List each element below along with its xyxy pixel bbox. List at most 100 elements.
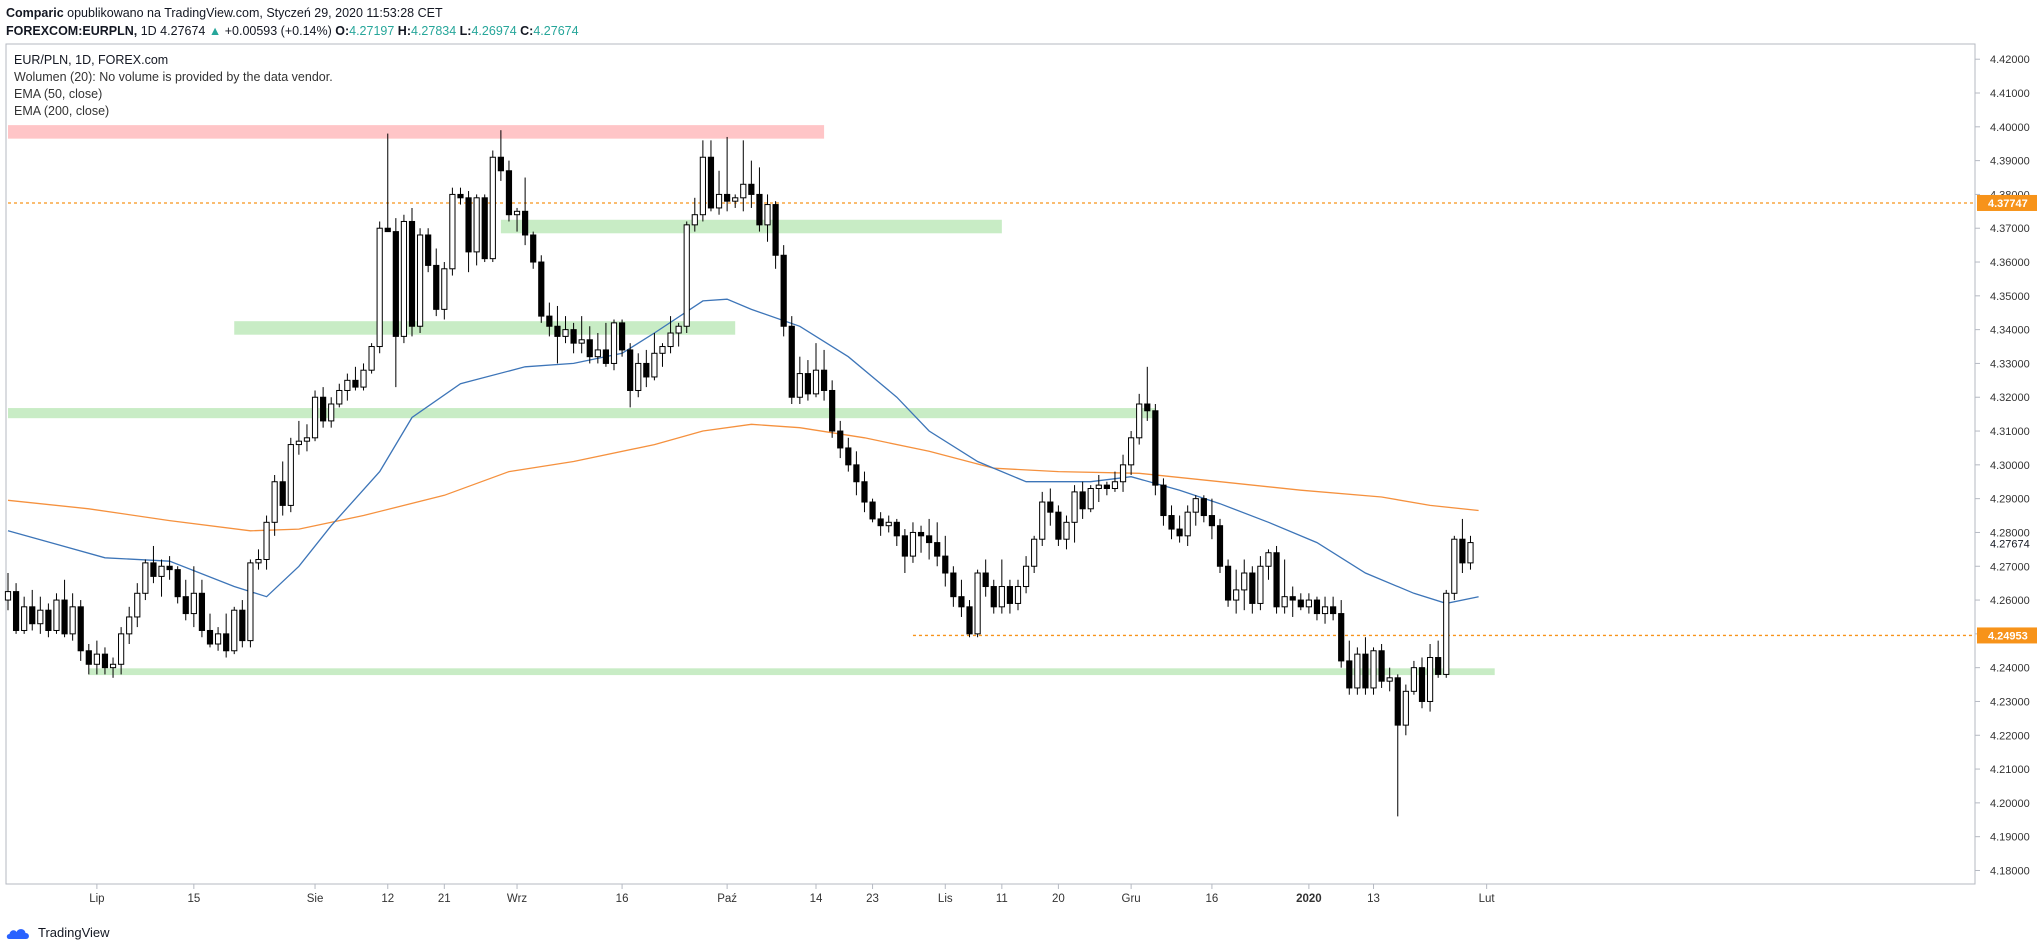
candle-down[interactable] [1459, 538, 1466, 564]
candle-down[interactable] [1289, 596, 1296, 601]
candle-up[interactable] [764, 204, 771, 226]
candle-up[interactable] [1128, 437, 1135, 466]
candle-up[interactable] [109, 663, 117, 669]
candle-up[interactable] [360, 369, 367, 388]
candle-up[interactable] [1241, 572, 1248, 591]
candle-down[interactable] [570, 329, 577, 344]
candle-down[interactable] [926, 535, 933, 544]
candle-up[interactable] [37, 609, 44, 625]
candle-up[interactable] [651, 352, 658, 378]
candle-down[interactable] [320, 396, 327, 422]
candle-up[interactable] [1111, 481, 1119, 490]
candle-down[interactable] [893, 521, 900, 537]
candle-down[interactable] [77, 606, 84, 652]
price-axis[interactable]: 4.18000 4.19000 4.20000 4.21000 4.22000 4.230… [1975, 54, 2037, 877]
candle-down[interactable] [1047, 501, 1054, 513]
legend-instrument[interactable]: EUR/PLN, 1D, FOREX.com [14, 53, 169, 67]
candle-up[interactable] [1370, 650, 1377, 689]
candle-up[interactable] [1119, 464, 1127, 483]
candle-down[interactable] [820, 369, 828, 391]
candle-down[interactable] [206, 629, 214, 645]
candle-up[interactable] [796, 373, 803, 398]
candle-down[interactable] [804, 373, 812, 395]
candle-up[interactable] [328, 403, 335, 422]
candle-up[interactable] [1039, 501, 1046, 540]
candle-up[interactable] [610, 322, 618, 364]
candle-up[interactable] [190, 592, 197, 615]
candle-up[interactable] [513, 210, 521, 216]
price-badge[interactable] [1977, 627, 2037, 644]
candle-down[interactable] [182, 596, 189, 615]
candle-down[interactable] [1055, 511, 1062, 540]
candle-down[interactable] [1338, 613, 1345, 662]
candle-up[interactable] [344, 379, 351, 391]
candle-down[interactable] [425, 234, 432, 266]
candle-up[interactable] [449, 193, 456, 270]
candle-up[interactable] [1305, 599, 1312, 608]
candle-down[interactable] [538, 261, 545, 317]
candle-up[interactable] [368, 346, 375, 371]
candle-down[interactable] [12, 591, 20, 631]
candle-up[interactable] [295, 440, 302, 446]
candle-down[interactable] [1273, 552, 1280, 608]
candle-up[interactable] [158, 565, 165, 577]
candle-down[interactable] [554, 325, 561, 337]
support-zone[interactable] [88, 668, 1495, 676]
legend-ema50[interactable]: EMA (50, close) [14, 87, 103, 101]
candle-up[interactable] [635, 362, 642, 391]
symbol-label[interactable]: FOREXCOM:EURPLN, [6, 24, 138, 38]
candle-down[interactable] [1297, 599, 1304, 608]
candle-down[interactable] [958, 596, 965, 608]
candle-down[interactable] [497, 156, 504, 172]
candle-up[interactable] [489, 156, 496, 260]
candle-down[interactable] [586, 339, 593, 358]
candle-up[interactable] [1184, 511, 1191, 537]
candle-up[interactable] [1022, 565, 1030, 588]
candle-up[interactable] [594, 349, 601, 358]
support-zone[interactable] [500, 219, 1002, 234]
candle-down[interactable] [279, 481, 286, 506]
candle-up[interactable] [1257, 565, 1264, 604]
candle-up[interactable] [376, 227, 383, 348]
candle-up[interactable] [416, 234, 424, 327]
candle-down[interactable] [1144, 403, 1151, 412]
candle-up[interactable] [1426, 657, 1434, 702]
candle-up[interactable] [271, 481, 278, 523]
candle-down[interactable] [1378, 650, 1385, 682]
price-badge[interactable] [1977, 194, 2037, 211]
candle-down[interactable] [101, 653, 109, 669]
candle-down[interactable] [950, 572, 957, 598]
candle-up[interactable] [400, 220, 408, 337]
candle-down[interactable] [627, 349, 634, 391]
candle-down[interactable] [546, 315, 553, 327]
candle-up[interactable] [1281, 596, 1288, 608]
candle-down[interactable] [1418, 667, 1426, 702]
candle-up[interactable] [255, 558, 262, 564]
candle-up[interactable] [691, 214, 698, 226]
candle-up[interactable] [231, 609, 238, 652]
candle-up[interactable] [715, 193, 723, 209]
candle-down[interactable] [1330, 606, 1337, 615]
candle-down[interactable] [917, 531, 925, 537]
candle-down[interactable] [829, 389, 836, 432]
candle-up[interactable] [336, 389, 343, 405]
candle-down[interactable] [45, 609, 52, 631]
candle-up[interactable] [885, 521, 892, 527]
candle-down[interactable] [772, 204, 779, 256]
candle-down[interactable] [934, 542, 941, 557]
candle-down[interactable] [1224, 565, 1232, 601]
candle-down[interactable] [505, 170, 513, 216]
candle-down[interactable] [1079, 491, 1086, 510]
candle-up[interactable] [1071, 491, 1078, 523]
candle-up[interactable] [659, 346, 666, 354]
candle-down[interactable] [465, 197, 472, 253]
candle-up[interactable] [683, 224, 690, 327]
candle-up[interactable] [93, 653, 100, 665]
candle-up[interactable] [142, 562, 149, 594]
candle-down[interactable] [707, 156, 715, 209]
candle-up[interactable] [667, 332, 674, 348]
candle-down[interactable] [724, 193, 731, 202]
tradingview-logo[interactable]: TradingView [6, 925, 110, 940]
candle-up[interactable] [214, 633, 222, 645]
candle-down[interactable] [837, 430, 844, 449]
